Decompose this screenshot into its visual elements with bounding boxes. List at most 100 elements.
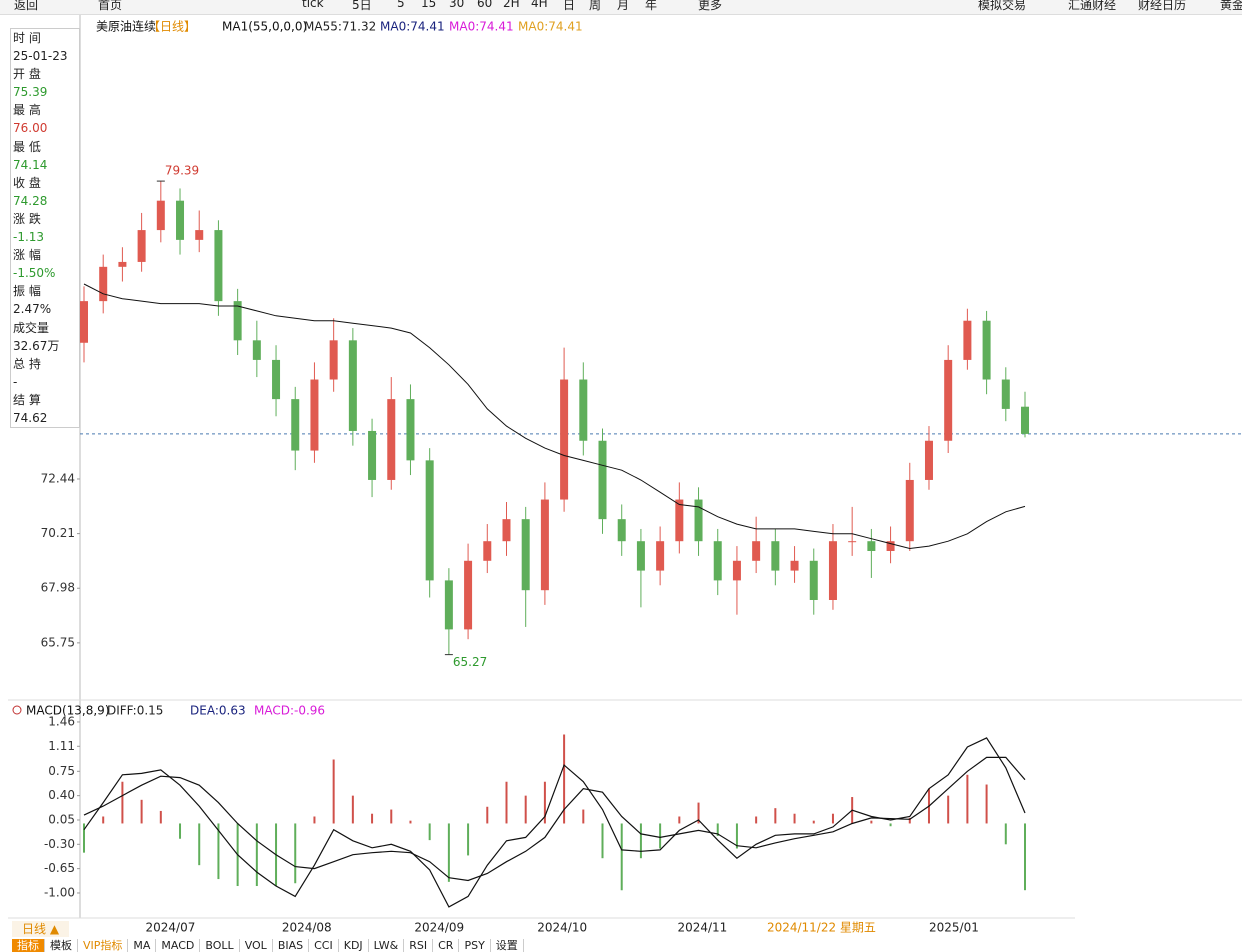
period-button[interactable]: 日线 ▲ bbox=[12, 921, 70, 937]
candle-body bbox=[867, 541, 876, 551]
candle-body bbox=[272, 359, 281, 400]
indicator-tab[interactable]: 设置 bbox=[491, 939, 524, 952]
candle-body bbox=[233, 301, 242, 341]
toolbar-button[interactable]: 年 bbox=[645, 0, 658, 12]
toolbar-button[interactable]: 黄金 bbox=[1220, 0, 1242, 12]
info-value: 74.14 bbox=[13, 157, 48, 172]
y-tick-label: 67.98 bbox=[41, 581, 75, 595]
candle-body bbox=[387, 399, 396, 480]
legend-item: MA55:71.32 bbox=[304, 20, 376, 34]
indicator-tab[interactable]: BIAS bbox=[273, 939, 310, 952]
legend-item: DEA:0.63 bbox=[190, 704, 246, 718]
indicator-tab[interactable]: 指标 bbox=[12, 939, 45, 952]
candle-body bbox=[713, 541, 722, 581]
toolbar-button[interactable]: 周 bbox=[589, 0, 602, 12]
info-value: 32.67万 bbox=[13, 338, 60, 353]
candle-body bbox=[444, 580, 453, 630]
y-tick-label: -0.65 bbox=[44, 861, 75, 875]
toolbar-button[interactable]: 5 bbox=[397, 0, 405, 10]
info-value: 75.39 bbox=[13, 85, 48, 100]
info-label: 涨 跌 bbox=[13, 211, 41, 226]
candle-body bbox=[675, 499, 684, 542]
toolbar-button[interactable]: tick bbox=[302, 0, 324, 10]
indicator-tab[interactable]: CCI bbox=[309, 939, 339, 952]
toolbar-button[interactable]: 4H bbox=[531, 0, 548, 10]
candle-body bbox=[310, 379, 319, 451]
y-tick-label: 72.44 bbox=[41, 471, 75, 485]
candle-body bbox=[636, 541, 645, 571]
indicator-tab[interactable]: 模板 bbox=[45, 939, 78, 952]
indicator-tab[interactable]: LW& bbox=[369, 939, 405, 952]
indicator-tab[interactable]: RSI bbox=[404, 939, 434, 952]
y-tick-label: -1.00 bbox=[44, 885, 75, 899]
toolbar-button[interactable]: 更多 bbox=[698, 0, 723, 12]
candle-body bbox=[1001, 379, 1010, 409]
legend-item: MACD:-0.96 bbox=[254, 704, 325, 718]
toolbar-button[interactable]: 返回 bbox=[14, 0, 39, 12]
candle-body bbox=[540, 499, 549, 591]
x-tick-label: 2024/08 bbox=[282, 921, 332, 935]
info-label: 最 低 bbox=[13, 139, 41, 154]
candle-body bbox=[99, 266, 108, 302]
toolbar-button[interactable]: 15 bbox=[421, 0, 437, 10]
candle-body bbox=[924, 440, 933, 480]
info-value: 2.47% bbox=[13, 302, 52, 317]
indicator-tab[interactable]: CR bbox=[433, 939, 460, 952]
indicator-tab[interactable]: MA bbox=[128, 939, 157, 952]
x-tick-label: 2024/11 bbox=[677, 921, 727, 935]
indicator-tab[interactable]: MACD bbox=[156, 939, 201, 952]
macd-line bbox=[83, 756, 1026, 882]
info-label: 振 幅 bbox=[13, 284, 41, 299]
toolbar-button[interactable]: 财经日历 bbox=[1138, 0, 1187, 12]
indicator-tab[interactable]: VIP指标 bbox=[78, 939, 129, 952]
toolbar-button[interactable]: 首页 bbox=[98, 0, 123, 12]
y-tick-label: 1.46 bbox=[48, 714, 75, 728]
candle-body bbox=[521, 519, 530, 591]
candle-body bbox=[252, 340, 261, 360]
macd-line bbox=[83, 737, 1026, 908]
toolbar-button[interactable]: 30 bbox=[449, 0, 465, 10]
toolbar-button[interactable]: 日 bbox=[563, 0, 576, 12]
candle-body bbox=[425, 460, 434, 581]
y-tick-label: 0.05 bbox=[48, 812, 75, 826]
toolbar-button[interactable]: 5日 bbox=[352, 0, 372, 12]
candle-body bbox=[579, 379, 588, 441]
info-label: 最 高 bbox=[13, 103, 41, 118]
toolbar-button[interactable]: 60 bbox=[477, 0, 493, 10]
candle-body bbox=[80, 301, 88, 343]
toolbar-button[interactable]: 模拟交易 bbox=[978, 0, 1027, 12]
x-tick-label: 2024/10 bbox=[537, 921, 587, 935]
info-label: 时 间 bbox=[13, 31, 41, 45]
candle-body bbox=[560, 379, 569, 500]
toolbar-button[interactable]: 月 bbox=[617, 0, 630, 12]
candle-body bbox=[1021, 406, 1029, 434]
info-value: - bbox=[13, 374, 18, 389]
min-label: 65.27 bbox=[453, 655, 487, 669]
legend-item: MA0:74.41 bbox=[518, 20, 583, 34]
candle-body bbox=[732, 560, 741, 581]
info-label: 涨 幅 bbox=[13, 248, 41, 263]
toolbar-button[interactable]: 2H bbox=[503, 0, 520, 10]
indicator-tab[interactable]: BOLL bbox=[200, 939, 240, 952]
candle-body bbox=[464, 560, 473, 630]
candle-body bbox=[406, 399, 415, 461]
candle-body bbox=[828, 541, 837, 600]
candle-body bbox=[752, 541, 761, 561]
info-label: 结 算 bbox=[13, 392, 41, 407]
y-tick-label: 70.21 bbox=[41, 526, 75, 540]
indicator-tab[interactable]: KDJ bbox=[339, 939, 369, 952]
indicator-tab[interactable]: PSY bbox=[459, 939, 491, 952]
legend-item: MA0:74.41 bbox=[449, 20, 514, 34]
info-value: 74.62 bbox=[13, 410, 48, 425]
y-tick-label: 0.40 bbox=[48, 788, 75, 802]
candle-body bbox=[291, 399, 300, 451]
candle-body bbox=[982, 320, 991, 380]
y-tick-label: 1.11 bbox=[48, 739, 75, 753]
candle-body bbox=[118, 261, 127, 267]
chart-header: 【日线】 bbox=[148, 20, 196, 34]
indicator-tab[interactable]: VOL bbox=[240, 939, 273, 952]
toolbar-button[interactable]: 汇通财经 bbox=[1068, 0, 1117, 12]
candle-body bbox=[368, 430, 377, 480]
